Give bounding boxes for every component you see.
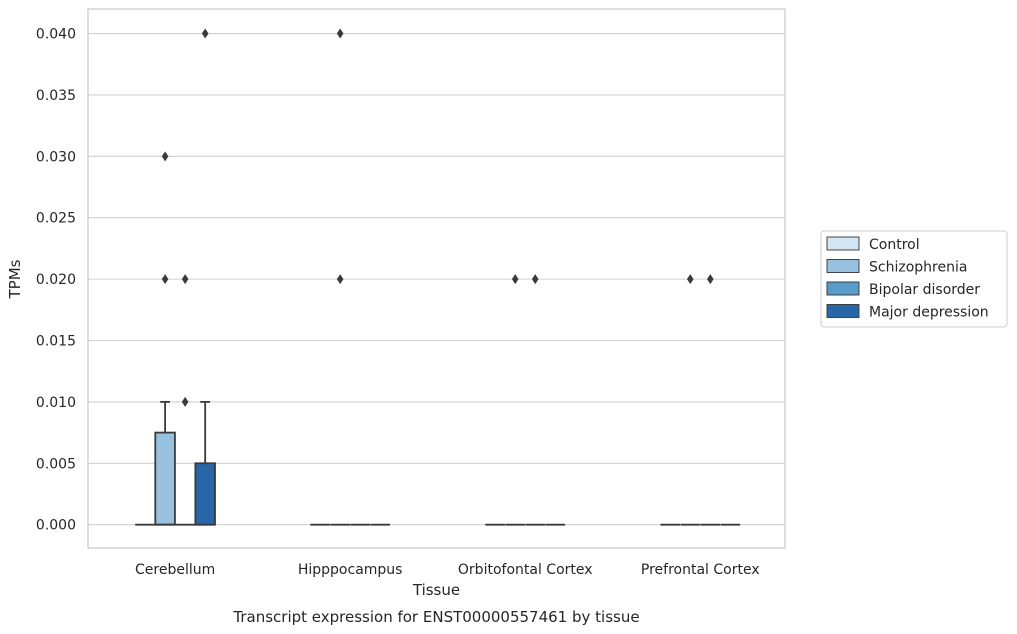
- legend-label: Schizophrenia: [869, 260, 967, 276]
- outlier-point: [161, 274, 169, 285]
- y-tick-label: 0.010: [36, 395, 76, 411]
- box-group: [175, 274, 195, 526]
- y-axis-label: TPMs: [6, 259, 24, 299]
- outlier-point: [531, 274, 539, 285]
- outlier-point: [201, 28, 209, 39]
- box: [194, 462, 216, 526]
- legend-swatch: [826, 259, 860, 273]
- y-tick-label: 0.005: [36, 456, 76, 472]
- x-tick-label: Prefrontal Cortex: [641, 562, 760, 578]
- legend-label: Control: [869, 237, 920, 253]
- box-group: [154, 151, 176, 526]
- y-tick-label: 0.025: [36, 211, 76, 227]
- outlier-point: [161, 151, 169, 162]
- legend-items: Control Schizophrenia Bipolar disorder Majo…: [826, 236, 989, 321]
- box-group: [330, 28, 350, 526]
- outlier-point: [511, 274, 519, 285]
- y-tick-label: 0.030: [36, 149, 76, 165]
- box-group: [194, 28, 216, 526]
- y-tick-label: 0.040: [36, 27, 76, 43]
- box: [154, 431, 176, 526]
- outlier-point: [706, 274, 714, 285]
- outlier-point: [686, 274, 694, 285]
- legend-frame: [820, 230, 1008, 328]
- x-axis-label: Tissue: [412, 581, 460, 599]
- box-group: [680, 274, 701, 526]
- outlier-point: [336, 274, 344, 285]
- chart-caption: Transcript expression for ENST0000055746…: [232, 608, 639, 626]
- x-tick-label: Orbitofontal Cortex: [458, 562, 593, 578]
- x-tick-label: Cerebellum: [135, 562, 215, 578]
- box-group: [505, 274, 526, 526]
- y-tick-label: 0.000: [36, 518, 76, 534]
- legend-label: Major depression: [869, 305, 989, 321]
- x-tick-label: Hipppocampus: [298, 562, 403, 578]
- grid-lines: [88, 33, 785, 526]
- y-tick-label: 0.015: [36, 334, 76, 350]
- y-tick-label: 0.035: [36, 88, 76, 104]
- legend: Control Schizophrenia Bipolar disorder Majo…: [820, 230, 1008, 328]
- box-group: [525, 274, 546, 526]
- legend-swatch: [826, 236, 860, 251]
- plot-frame: [87, 8, 786, 549]
- box-group: [700, 274, 721, 526]
- y-tick-labels: 0.000 0.005 0.010 0.015 0.020 0.025 0.030 0.035…: [36, 27, 76, 534]
- outlier-point: [336, 28, 344, 39]
- x-tick-labels: Cerebellum Hipppocampus Orbitofontal Corte…: [135, 562, 760, 578]
- legend-swatch: [826, 304, 860, 318]
- legend-label: Bipolar disorder: [869, 282, 980, 298]
- outlier-point: [181, 396, 189, 407]
- boxes: [135, 28, 741, 526]
- legend-swatch: [826, 281, 860, 296]
- y-tick-label: 0.020: [36, 272, 76, 288]
- outlier-point: [181, 274, 189, 285]
